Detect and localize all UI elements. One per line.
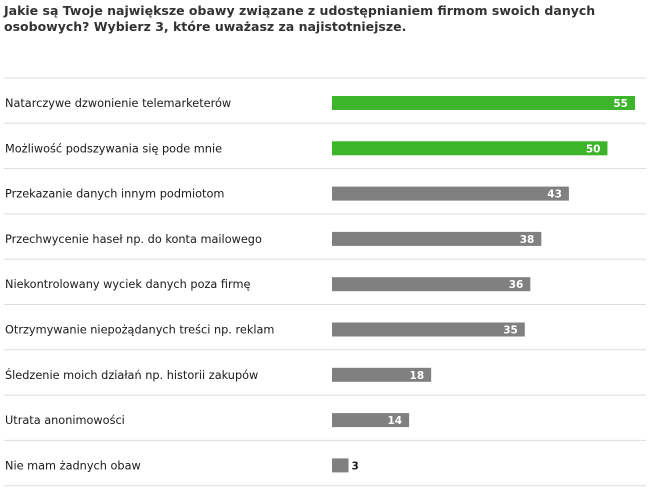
- chart-title: Jakie są Twoje największe obawy związane…: [4, 3, 596, 34]
- bar: [332, 277, 531, 292]
- value-label: 36: [509, 279, 524, 291]
- value-label: 55: [613, 98, 628, 110]
- bar: [332, 458, 349, 473]
- value-label: 43: [547, 189, 562, 201]
- bar: [332, 186, 569, 201]
- bar: [332, 231, 542, 246]
- category-label: Możliwość podszywania się pode mnie: [5, 142, 222, 155]
- category-label: Utrata anonimowości: [5, 414, 125, 427]
- category-label: Przekazanie danych innym podmiotom: [5, 188, 224, 201]
- value-label: 50: [586, 143, 601, 155]
- value-label: 3: [352, 460, 359, 472]
- value-label: 14: [388, 415, 403, 427]
- value-label: 18: [410, 370, 425, 382]
- value-label: 38: [520, 234, 535, 246]
- bar: [332, 322, 525, 337]
- category-label: Natarczywe dzwonienie telemarketerów: [5, 97, 231, 110]
- category-label: Przechwycenie haseł np. do konta mailowe…: [5, 233, 262, 246]
- category-label: Śledzenie moich działań np. historii zak…: [5, 369, 258, 382]
- category-label: Otrzymywanie niepożądanych treści np. re…: [5, 324, 274, 337]
- bar: [332, 141, 608, 156]
- category-label: Nie mam żadnych obaw: [5, 459, 141, 472]
- category-label: Niekontrolowany wyciek danych poza firmę: [5, 278, 250, 291]
- bar: [332, 96, 635, 110]
- bar: [332, 367, 432, 382]
- bar: [332, 413, 410, 428]
- value-label: 35: [503, 325, 518, 337]
